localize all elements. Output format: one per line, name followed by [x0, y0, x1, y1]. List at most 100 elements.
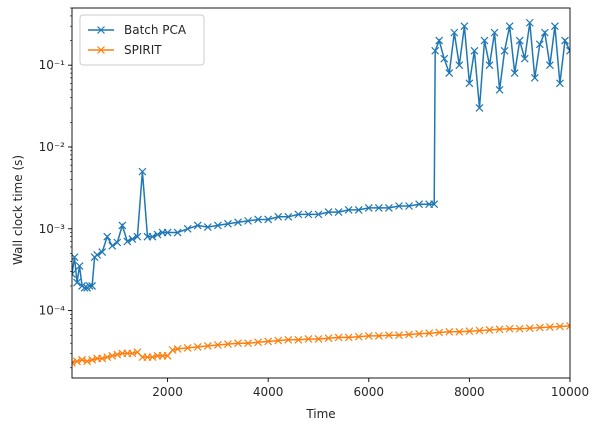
data-point	[314, 210, 323, 219]
data-point	[304, 210, 313, 219]
data-point	[193, 342, 202, 351]
data-point	[264, 215, 273, 224]
data-point	[203, 223, 212, 231]
series-0	[72, 18, 570, 292]
x-tick-label: 4000	[253, 385, 284, 399]
legend-label: SPIRIT	[124, 43, 162, 57]
data-point	[415, 200, 424, 209]
data-point	[128, 235, 137, 243]
data-point	[445, 327, 454, 336]
data-point	[395, 202, 403, 210]
data-point	[515, 36, 524, 45]
data-point	[354, 206, 363, 214]
data-point	[545, 61, 554, 70]
data-point	[173, 345, 182, 353]
data-point	[284, 212, 293, 221]
data-point	[395, 331, 403, 340]
y-tick-label: 10⁻¹	[39, 58, 66, 72]
data-point	[284, 335, 293, 344]
data-point	[324, 334, 333, 343]
y-tick-label: 10⁻⁴	[39, 304, 66, 318]
x-tick-label: 8000	[454, 385, 485, 399]
data-point	[334, 333, 343, 342]
data-point	[274, 336, 283, 345]
data-point	[425, 329, 434, 338]
data-point	[455, 327, 464, 336]
data-point	[314, 335, 323, 343]
data-point	[566, 321, 570, 330]
data-point	[384, 331, 393, 340]
data-point	[133, 232, 142, 241]
data-point	[98, 354, 107, 363]
data-point	[445, 69, 454, 78]
x-tick-label: 10000	[551, 385, 589, 399]
data-point	[264, 337, 273, 346]
data-point	[294, 335, 303, 344]
legend-box	[79, 14, 205, 66]
y-axis-label: Wall clock time (s)	[11, 155, 25, 265]
series-layer	[72, 18, 570, 367]
data-point	[405, 202, 413, 210]
data-point	[103, 353, 112, 362]
data-point	[500, 46, 509, 55]
data-point	[93, 250, 102, 259]
data-point	[244, 216, 252, 225]
x-axis-label: Time	[305, 407, 335, 421]
data-point	[430, 200, 439, 209]
data-point	[475, 326, 484, 335]
data-point	[108, 351, 117, 360]
data-point	[515, 324, 524, 333]
data-point	[384, 203, 393, 212]
data-point	[435, 36, 444, 45]
plot-area	[72, 8, 570, 378]
data-point	[254, 215, 263, 224]
data-point	[85, 282, 94, 290]
series-1	[72, 321, 570, 367]
data-point	[566, 46, 570, 55]
data-point	[72, 270, 76, 278]
data-point	[440, 54, 449, 63]
data-point	[520, 54, 529, 63]
axes-layer: 2000 4000 6000 8000 10000 10⁻⁴ 10⁻³ 10⁻² 10⁻¹	[39, 7, 589, 399]
data-point	[364, 332, 373, 340]
data-point	[465, 327, 474, 336]
data-point	[173, 228, 182, 237]
data-point	[80, 283, 89, 292]
data-point	[450, 28, 459, 37]
y-tick-label: 10⁻²	[39, 140, 66, 154]
data-point	[83, 357, 92, 366]
data-point	[88, 282, 97, 290]
data-point	[73, 357, 81, 366]
data-point	[490, 28, 499, 37]
data-point	[138, 167, 147, 176]
data-point	[525, 324, 534, 333]
data-point	[274, 212, 283, 221]
data-point	[88, 355, 97, 364]
data-point	[193, 221, 202, 230]
data-point	[148, 232, 157, 241]
data-point	[183, 224, 192, 233]
legend-label: Batch PCA	[124, 23, 187, 37]
data-point	[78, 355, 86, 364]
data-point	[75, 262, 84, 271]
legend-item: SPIRIT	[88, 43, 162, 57]
x-tick-label: 6000	[354, 385, 385, 399]
data-point	[545, 323, 554, 331]
data-point	[118, 221, 127, 230]
data-point	[334, 208, 343, 217]
data-point	[460, 22, 469, 31]
data-point	[153, 230, 162, 239]
data-point	[405, 330, 413, 339]
data-point	[505, 22, 514, 31]
data-point	[73, 278, 81, 287]
y-tick-label: 10⁻³	[39, 222, 66, 236]
data-point	[148, 353, 157, 362]
data-point	[163, 228, 172, 237]
data-point	[213, 341, 222, 349]
data-point	[254, 338, 263, 347]
data-point	[324, 208, 333, 217]
data-point	[495, 85, 504, 94]
data-point	[374, 203, 383, 212]
data-point	[374, 332, 383, 340]
